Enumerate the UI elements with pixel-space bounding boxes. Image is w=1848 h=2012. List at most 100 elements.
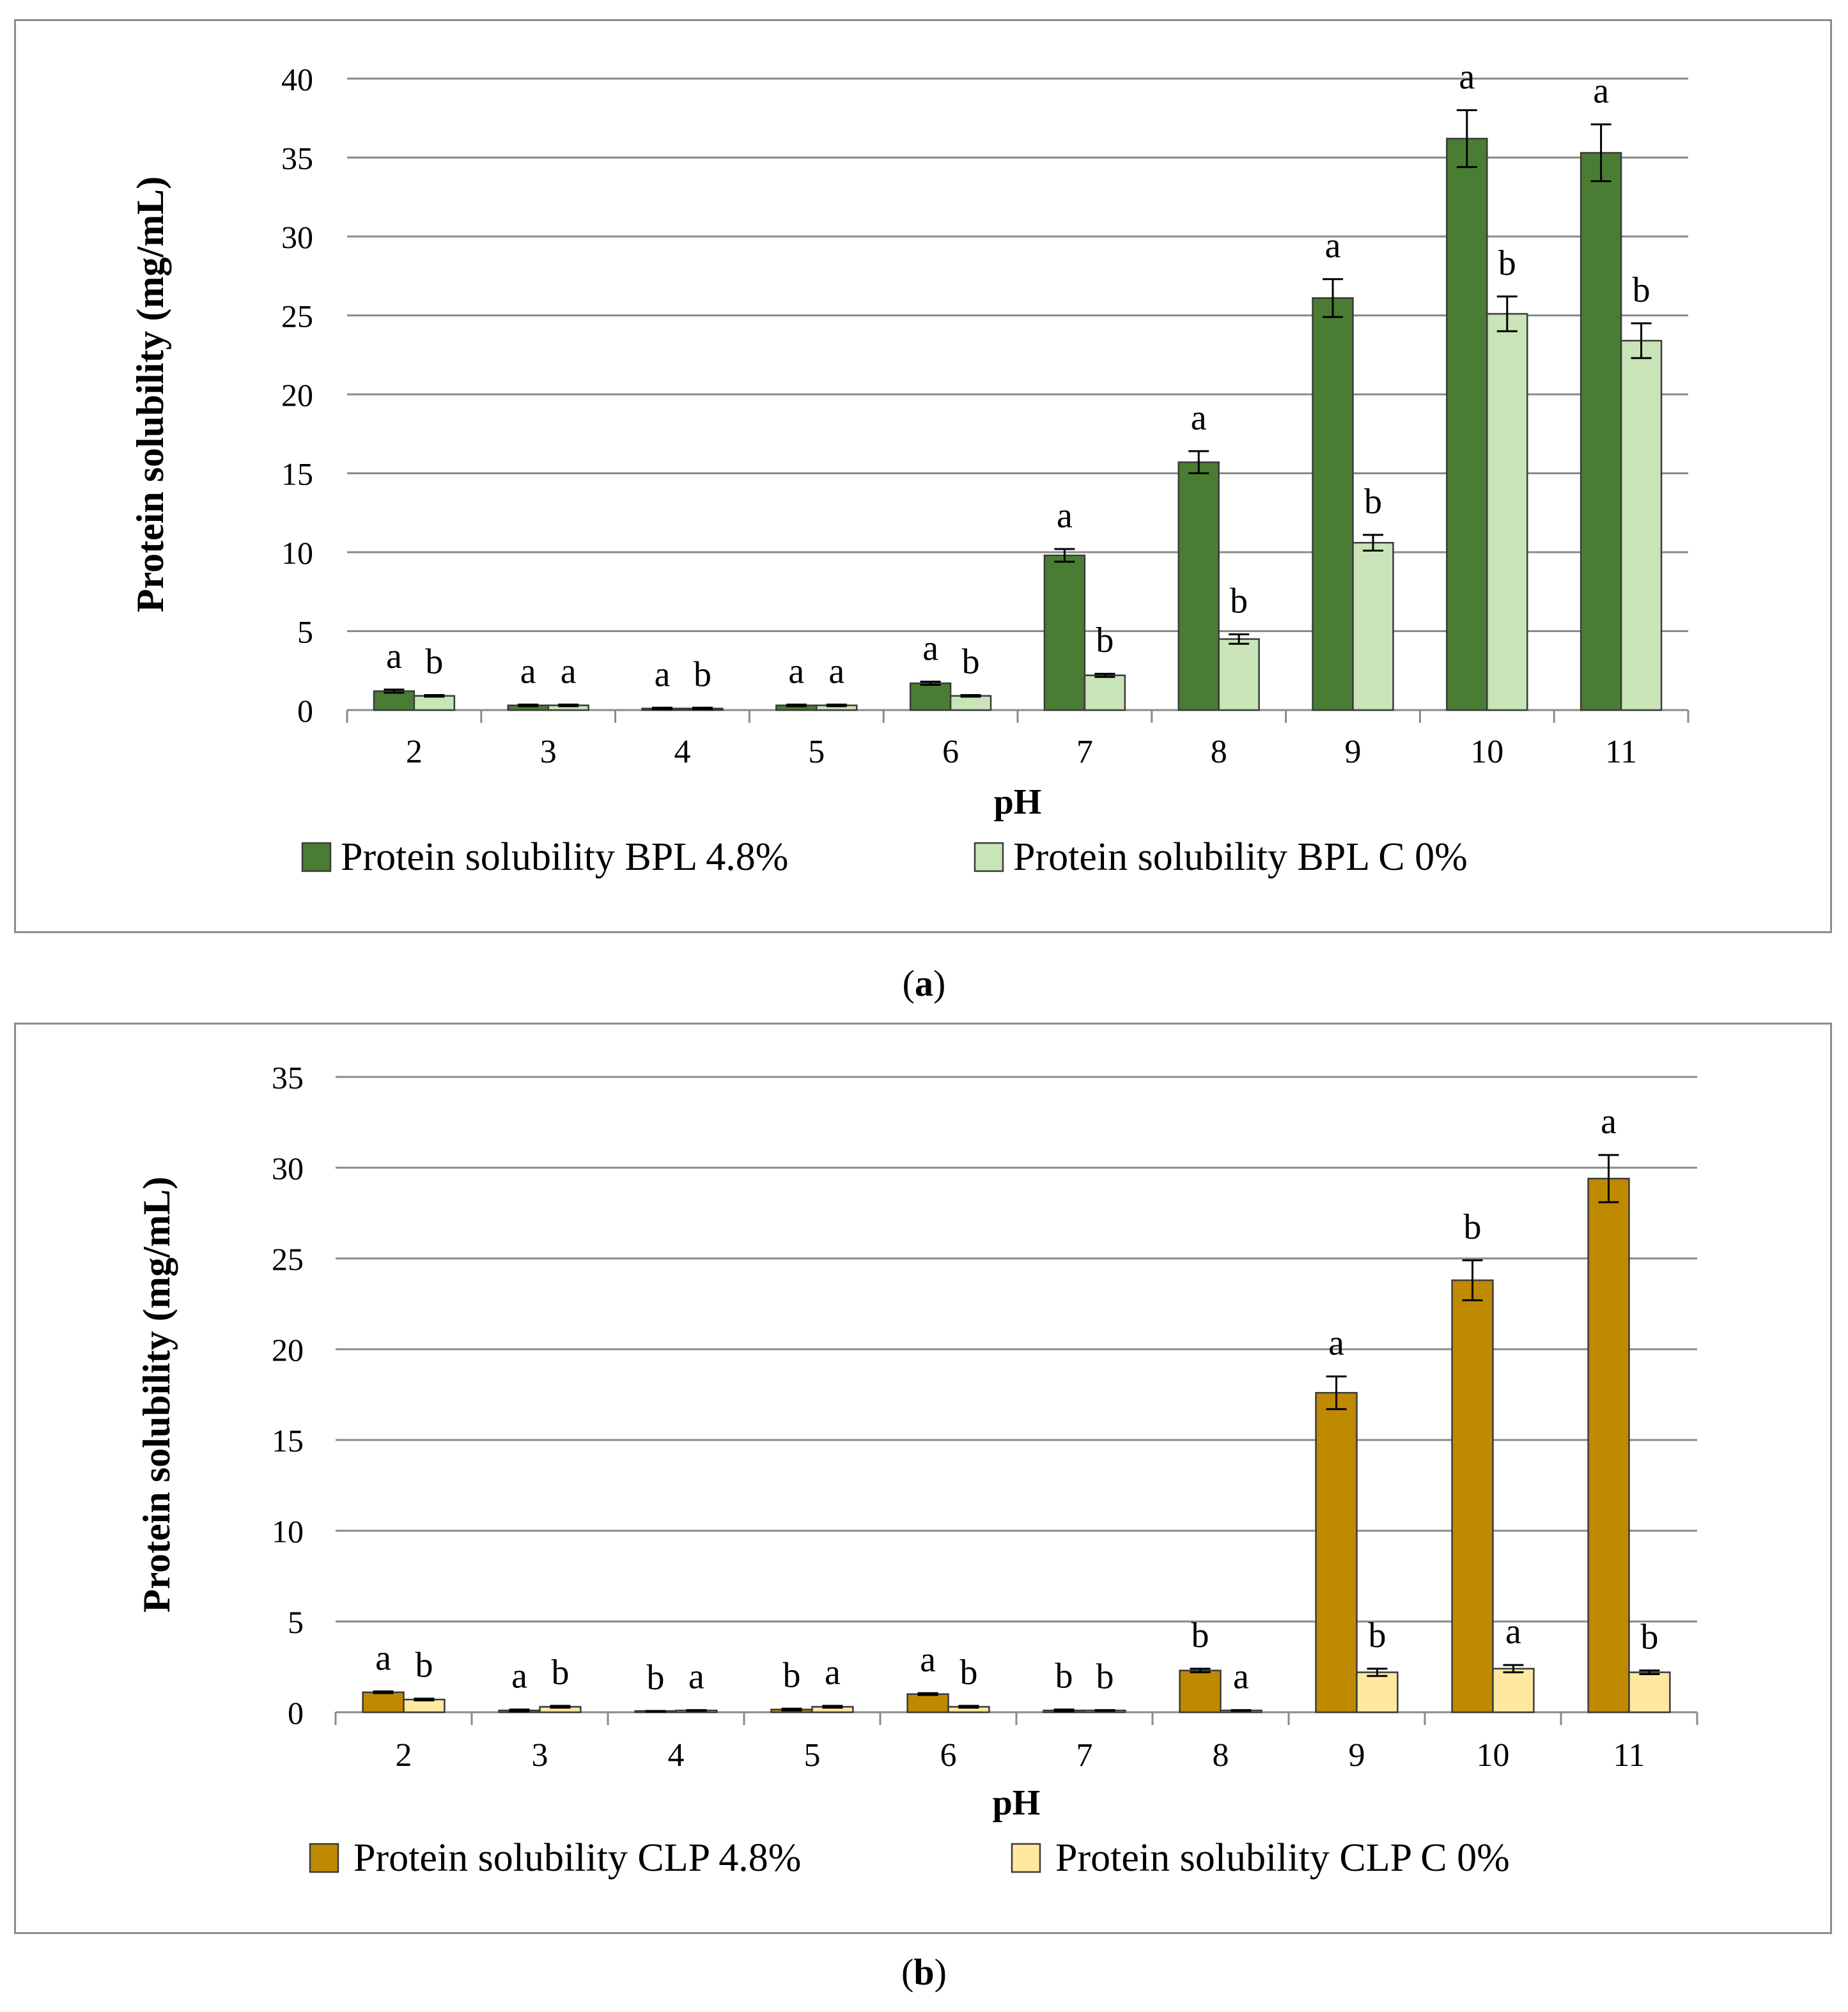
chart-b-y-tick-label: 35 (272, 1060, 304, 1095)
chart-b-sig-letter: a (1601, 1102, 1617, 1141)
chart-a-bar-s2 (1486, 313, 1528, 711)
caption-b: (b) (0, 1951, 1848, 1993)
caption-b-letter: b (913, 1951, 935, 1993)
caption-a: (a) (0, 962, 1848, 1005)
chart-b-x-tick-label: 3 (532, 1737, 548, 1774)
chart-b-bar-s2 (1356, 1671, 1399, 1714)
chart-a-sig-letter: a (655, 654, 671, 694)
chart-a-bar-s1 (1177, 461, 1220, 711)
chart-a-sig-letter: b (1230, 581, 1248, 621)
chart-b-legend-label-1: Protein solubility CLP 4.8% (353, 1836, 801, 1880)
chart-b-x-tick-label: 4 (668, 1737, 685, 1774)
chart-a-x-tick-label: 11 (1605, 734, 1637, 770)
chart-b-y-tick-label: 5 (288, 1604, 304, 1640)
chart-b-sig-letter: b (1368, 1616, 1386, 1655)
chart-a-sig-letter: a (520, 651, 536, 691)
chart-a-bar-s1 (373, 690, 415, 711)
chart-b-sig-letter: a (920, 1640, 936, 1680)
chart-b-bar-s1 (1451, 1279, 1494, 1714)
chart-a-y-tick-label: 20 (281, 377, 313, 413)
chart-b-sig-letter: a (1233, 1657, 1249, 1697)
chart-panel-b: 0 5 10 15 20 25 30 35 2 3 4 5 6 7 8 9 10 11 a a b b a b b a b a b b a a… (14, 1023, 1832, 1934)
chart-b-y-tick-label: 15 (272, 1423, 304, 1459)
chart-a-bar-s2 (1620, 339, 1663, 711)
chart-b-x-tick-label: 11 (1613, 1737, 1645, 1774)
chart-a-sig-letter: b (694, 654, 711, 694)
chart-a-sig-letter: a (922, 629, 938, 669)
chart-a-bar-s2 (1352, 541, 1394, 711)
chart-panel-a: 0 5 10 15 20 25 30 35 40 2 3 4 5 6 7 8 9 10 11 a a a a a a a a a a b a… (14, 19, 1832, 933)
caption-b-close: ) (934, 1951, 947, 1993)
chart-b-y-axis-label: Protein solubility (mg/mL) (136, 1177, 178, 1613)
chart-a-legend-swatch-2 (974, 842, 1004, 872)
chart-b-sig-letter: b (1464, 1207, 1482, 1247)
chart-a-sig-letter: a (386, 637, 402, 676)
chart-a-legend-swatch-1 (301, 842, 332, 872)
chart-b-sig-letter: b (647, 1658, 665, 1698)
chart-b-sig-letter: b (783, 1655, 801, 1695)
chart-b-sig-letter: a (825, 1653, 841, 1692)
chart-b-sig-letter: b (1055, 1657, 1073, 1696)
chart-a-x-tick-label: 8 (1211, 734, 1227, 770)
chart-a-y-tick-label: 30 (281, 219, 313, 255)
chart-b-bar-s1 (1587, 1177, 1630, 1714)
chart-a-sig-letter: b (1364, 482, 1382, 522)
chart-b-y-tick-label: 0 (288, 1695, 304, 1731)
chart-a-bar-s2 (949, 695, 992, 711)
chart-b-sig-letter: b (1192, 1616, 1209, 1655)
chart-a-bar-s1 (909, 682, 952, 711)
chart-a-x-tick-label: 2 (406, 734, 423, 770)
chart-b-y-tick-label: 20 (272, 1332, 304, 1368)
chart-a-legend-label-2: Protein solubility BPL C 0% (1013, 835, 1468, 879)
chart-a-bar-s2 (413, 695, 456, 711)
chart-b-bar-s1 (362, 1691, 405, 1714)
chart-a-y-tick-label: 35 (281, 141, 313, 176)
chart-b-sig-letter: a (1328, 1324, 1344, 1363)
chart-a-y-tick-label: 5 (297, 614, 313, 650)
chart-b-y-tick-label: 30 (272, 1150, 304, 1186)
chart-a-x-tick-label: 9 (1345, 734, 1362, 770)
chart-a-sig-letter: b (1096, 621, 1114, 660)
chart-a-sig-letter: a (828, 651, 844, 691)
chart-a-x-tick-label: 6 (942, 734, 959, 770)
chart-a-y-axis-label: Protein solubility (mg/mL) (129, 176, 171, 612)
chart-b-legend-label-2: Protein solubility CLP C 0% (1055, 1836, 1510, 1880)
chart-a-y-tick-label: 40 (281, 61, 313, 97)
chart-a-y-tick-label: 0 (297, 693, 313, 729)
chart-b-bar-s1 (1315, 1391, 1358, 1714)
chart-a-x-tick-label: 10 (1470, 734, 1503, 770)
chart-a-sig-letter: b (1633, 270, 1650, 310)
chart-b-bar-s1 (906, 1693, 949, 1714)
chart-b-sig-letter: a (688, 1657, 704, 1697)
chart-b-x-tick-label: 5 (804, 1737, 821, 1774)
caption-a-open: ( (902, 963, 915, 1004)
chart-b-x-tick-label: 9 (1349, 1737, 1365, 1774)
chart-a-sig-letter: b (425, 642, 443, 682)
chart-a-sig-letter: a (1191, 398, 1207, 438)
chart-a-sig-letter: a (1593, 72, 1609, 111)
chart-b-sig-letter: a (375, 1638, 391, 1678)
chart-b-y-tick-label: 10 (272, 1513, 304, 1549)
chart-b-y-tick-label: 25 (272, 1241, 304, 1277)
chart-a-bar-s1 (1043, 554, 1086, 711)
chart-b-sig-letter: b (1096, 1657, 1114, 1697)
chart-a-y-tick-label: 15 (281, 456, 313, 492)
caption-a-letter: a (915, 963, 933, 1004)
chart-b-bar-s1 (1179, 1669, 1222, 1714)
chart-a-x-tick-label: 3 (540, 734, 557, 770)
chart-b-legend-swatch-2 (1011, 1843, 1041, 1873)
chart-b-sig-letter: b (1640, 1618, 1658, 1657)
chart-a-x-tick-label: 5 (808, 734, 825, 770)
chart-a-x-tick-label: 4 (674, 734, 691, 770)
chart-a-y-tick-label: 25 (281, 298, 313, 334)
chart-b-x-tick-label: 6 (940, 1737, 957, 1774)
chart-a-x-axis-label: pH (994, 782, 1042, 822)
chart-b-x-axis-label: pH (993, 1783, 1041, 1823)
chart-a-bar-s2 (1218, 638, 1260, 711)
chart-b-sig-letter: a (511, 1657, 527, 1696)
chart-a-sig-letter: b (1498, 244, 1516, 283)
chart-a-sig-letter: b (962, 642, 980, 682)
chart-b-sig-letter: b (959, 1653, 977, 1692)
